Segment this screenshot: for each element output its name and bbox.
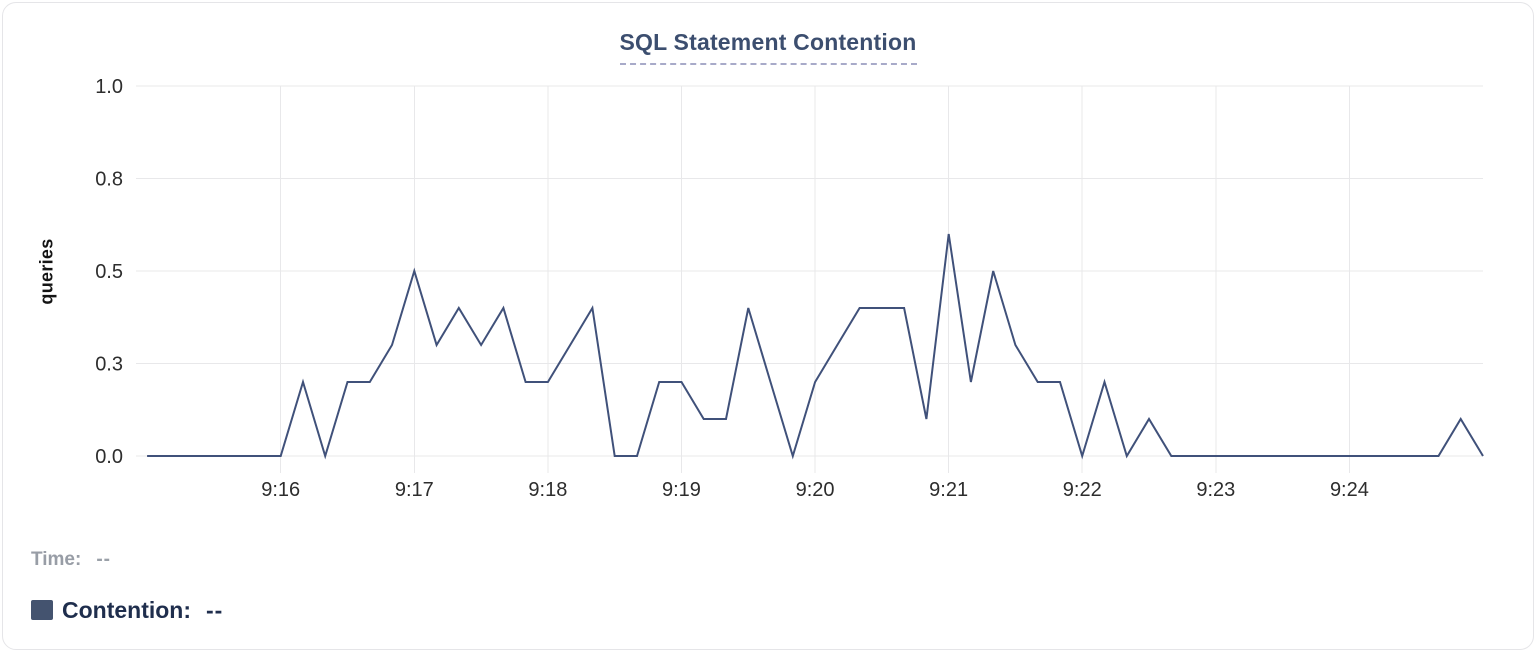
tooltip-time-value: -- (96, 549, 111, 570)
x-tick-label: 9:23 (1196, 479, 1235, 501)
y-tick-label: 0.8 (95, 169, 123, 191)
x-tick-label: 9:22 (1063, 479, 1102, 501)
tooltip-contention-label: Contention: (62, 596, 192, 623)
y-axis-title: queries (36, 237, 57, 305)
tooltip-time-row: Time: -- (31, 547, 223, 573)
chart-tooltip-readout: Time: -- Contention: -- (31, 547, 223, 625)
y-tick-label: 0.0 (95, 446, 123, 468)
x-tick-label: 9:19 (662, 479, 701, 501)
legend-item-contention[interactable]: Contention: -- (31, 595, 223, 625)
x-tick-label: 9:20 (796, 479, 835, 501)
y-tick-label: 0.5 (95, 261, 123, 283)
x-tick-label: 9:17 (395, 479, 434, 501)
tooltip-time-label: Time: (31, 549, 82, 570)
contention-series-line (147, 233, 1484, 460)
y-axis-title-container: queries (27, 86, 67, 456)
contention-line-chart[interactable]: 0.0 0.3 0.5 0.8 1.0 9:16 9:17 9:18 9:19 9:20 9:21 9… (3, 3, 1536, 523)
x-tick-label: 9:18 (528, 479, 567, 501)
x-tick-label: 9:24 (1330, 479, 1369, 501)
panel-title: SQL Statement Contention (619, 29, 917, 65)
y-tick-label: 0.3 (95, 354, 123, 376)
x-tick-label: 9:16 (261, 479, 300, 501)
contention-series-swatch-icon (31, 600, 53, 620)
panel-header: SQL Statement Contention (3, 29, 1533, 65)
y-tick-label: 1.0 (95, 76, 123, 98)
tooltip-contention-value: -- (206, 596, 224, 623)
x-tick-label: 9:21 (929, 479, 968, 501)
